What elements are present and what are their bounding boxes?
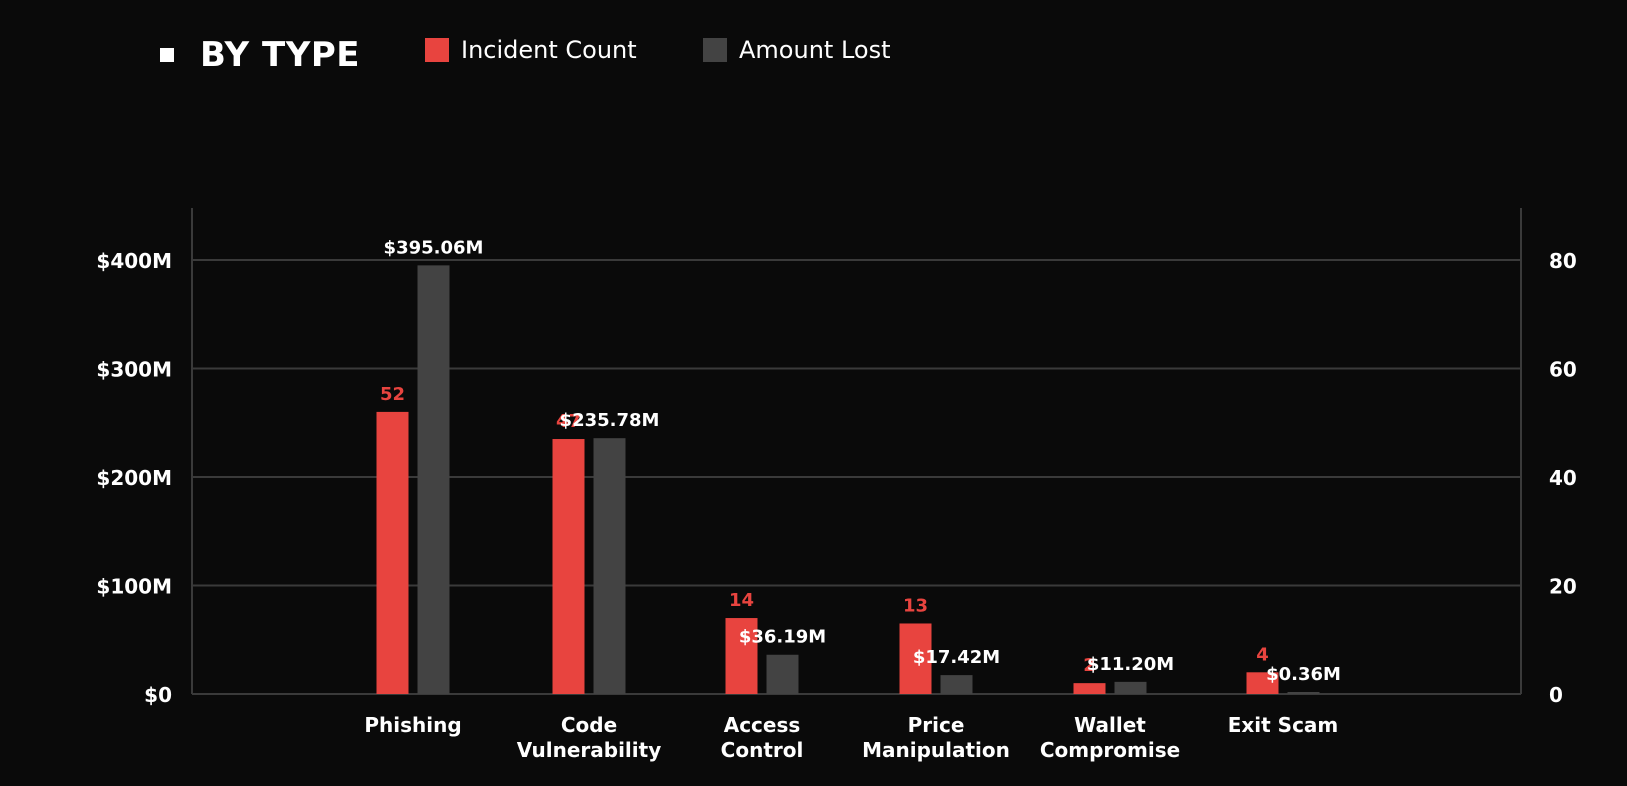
right-axis-tick-label: 20 [1549, 575, 1577, 599]
category-label: Code [561, 713, 617, 737]
data-label-incident-count: 14 [729, 590, 754, 611]
chart-header: BY TYPE [160, 30, 360, 80]
left-axis-tick-label: $300M [96, 358, 172, 382]
category-label: Vulnerability [517, 738, 662, 762]
bar-amount-lost [1287, 692, 1320, 694]
legend-label-amount-lost: Amount Lost [739, 36, 891, 64]
legend-item-amount-lost: Amount Lost [703, 36, 891, 64]
right-axis-tick-label: 40 [1549, 466, 1577, 490]
title-marker [160, 48, 174, 62]
bar-incident-count [552, 439, 585, 694]
bar-amount-lost [1114, 681, 1147, 694]
data-label-incident-count: 4 [1256, 644, 1269, 665]
category-label: Compromise [1040, 738, 1180, 762]
bar-amount-lost [940, 675, 973, 694]
right-axis-tick-label: 0 [1549, 683, 1563, 707]
chart-title: BY TYPE [200, 35, 360, 75]
legend-swatch-amount-lost [703, 38, 727, 62]
bar-incident-count [899, 623, 932, 694]
category-label: Manipulation [862, 738, 1010, 762]
left-axis-tick-label: $100M [96, 575, 172, 599]
left-axis-tick-label: $0 [144, 683, 172, 707]
bar-incident-count [376, 411, 409, 694]
bar-amount-lost [766, 654, 799, 694]
right-axis-tick-label: 60 [1549, 358, 1577, 382]
data-label-incident-count: 47 [556, 411, 581, 432]
data-label-incident-count: 2 [1083, 655, 1096, 676]
category-label: Access [724, 713, 801, 737]
left-axis-tick-label: $200M [96, 466, 172, 490]
category-label: Exit Scam [1228, 713, 1339, 737]
category-label: Control [721, 738, 804, 762]
right-axis-tick-label: 80 [1549, 249, 1577, 273]
data-label-amount-lost: $36.19M [739, 627, 826, 648]
category-label: Price [908, 713, 965, 737]
bar-amount-lost [593, 438, 626, 694]
data-label-amount-lost: $11.20M [1087, 654, 1174, 675]
data-label-incident-count: 52 [380, 384, 405, 405]
legend-swatch-incident-count [425, 38, 449, 62]
data-label-amount-lost: $0.36M [1266, 664, 1341, 685]
bar-amount-lost [417, 265, 450, 694]
data-label-amount-lost: $17.42M [913, 647, 1000, 668]
data-label-incident-count: 13 [903, 595, 928, 616]
legend-item-incident-count: Incident Count [425, 36, 637, 64]
bar-incident-count [1246, 672, 1279, 694]
legend-label-incident-count: Incident Count [461, 36, 637, 64]
category-label: Phishing [364, 713, 461, 737]
category-label: Wallet [1074, 713, 1146, 737]
bar-incident-count [725, 618, 758, 694]
data-label-amount-lost: $395.06M [384, 237, 484, 258]
data-label-amount-lost: $235.78M [560, 410, 660, 431]
bar-incident-count [1073, 683, 1106, 694]
left-axis-tick-label: $400M [96, 249, 172, 273]
